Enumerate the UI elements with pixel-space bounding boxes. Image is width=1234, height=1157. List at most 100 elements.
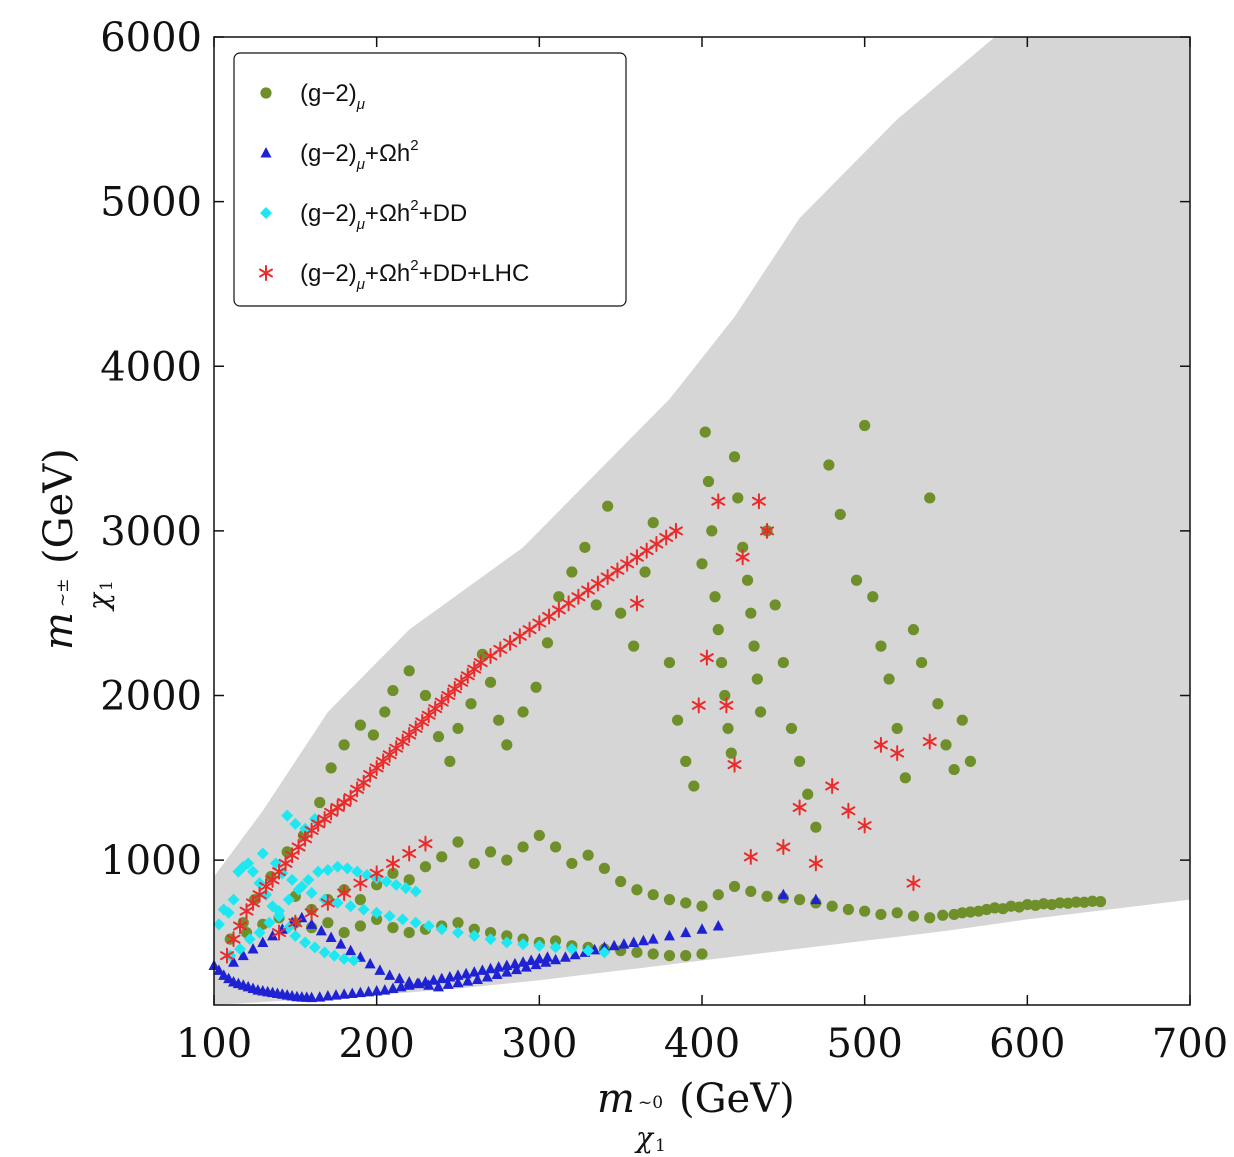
series-1-point-131 bbox=[1046, 898, 1058, 911]
series-2-point-73 bbox=[442, 978, 454, 989]
series-1-point-27 bbox=[566, 566, 578, 578]
series-2-point-21 bbox=[306, 991, 318, 1003]
series-1-point-60 bbox=[785, 722, 798, 735]
series-4-point-68 bbox=[751, 493, 766, 510]
series-4-point-23 bbox=[363, 766, 378, 783]
series-2-point-82 bbox=[530, 958, 542, 970]
series-1-point-92 bbox=[468, 857, 480, 870]
series-1-point-79 bbox=[956, 714, 968, 726]
series-1-point-115 bbox=[842, 903, 855, 916]
series-1-point-42 bbox=[706, 525, 718, 537]
series-1-point-147 bbox=[322, 917, 334, 929]
series-1-point-91 bbox=[452, 836, 464, 848]
series-2-point-42 bbox=[476, 964, 488, 975]
legend-label-3: (g−2)μ+Ωh2+DD bbox=[300, 197, 467, 233]
series-1-point-104 bbox=[663, 894, 676, 906]
series-1-point-44 bbox=[712, 624, 724, 636]
series-2-point-29 bbox=[371, 985, 383, 996]
series-2-point-23 bbox=[322, 989, 334, 1001]
series-4-point-71 bbox=[792, 799, 807, 816]
y-axis-subscript-index: 1 bbox=[97, 580, 117, 591]
series-3-point-47 bbox=[549, 941, 562, 954]
series-3-point-25 bbox=[256, 847, 269, 860]
series-1-point-34 bbox=[647, 517, 659, 529]
series-1-point-19 bbox=[476, 648, 488, 660]
series-2-point-85 bbox=[559, 951, 571, 962]
series-2-point-91 bbox=[618, 938, 630, 949]
series-4-point-26 bbox=[382, 746, 397, 763]
series-3-point-21 bbox=[281, 809, 294, 822]
series-4-point-70 bbox=[776, 838, 791, 855]
series-2-point-98 bbox=[712, 919, 724, 931]
series-1-point-69 bbox=[875, 640, 887, 652]
series-4-point-89 bbox=[402, 845, 417, 862]
series-4-point-76 bbox=[873, 736, 888, 753]
series-4-point-77 bbox=[890, 745, 905, 762]
series-2-point-39 bbox=[452, 969, 464, 980]
y-tick-label-4: 4000 bbox=[100, 344, 202, 390]
y-axis-symbol: m bbox=[36, 612, 82, 650]
series-2-point-32 bbox=[395, 980, 407, 992]
y-tick-label-6: 6000 bbox=[100, 15, 202, 61]
series-4-point-67 bbox=[743, 848, 758, 865]
series-1-point-76 bbox=[932, 698, 944, 710]
series-1-point-148 bbox=[338, 926, 350, 939]
series-4-point-86 bbox=[353, 875, 368, 892]
series-2-point-27 bbox=[354, 986, 366, 998]
axes-layer: 100 200 300 400 500 600 700 1000 2000 3000 4000 500… bbox=[36, 15, 1228, 1156]
series-1-point-43 bbox=[709, 591, 721, 603]
x-axis-subscript-symbol: χ bbox=[634, 1121, 655, 1154]
series-4-point-82 bbox=[288, 914, 303, 931]
series-1-point-37 bbox=[680, 755, 692, 767]
series-3-point-8 bbox=[247, 865, 260, 878]
x-tick-label-7: 700 bbox=[1152, 1021, 1228, 1067]
series-1-point-35 bbox=[663, 656, 676, 669]
series-1-point-89 bbox=[419, 861, 432, 873]
series-1-point-73 bbox=[907, 624, 920, 636]
series-2-point-22 bbox=[314, 991, 326, 1002]
series-3-point-42 bbox=[468, 929, 481, 942]
series-3-point-4 bbox=[227, 893, 240, 906]
series-4-point-34 bbox=[434, 694, 449, 711]
series-1-point-128 bbox=[997, 903, 1009, 915]
series-1-point-26 bbox=[553, 591, 565, 603]
series-4-point-65 bbox=[727, 756, 742, 773]
series-2-point-26 bbox=[346, 987, 358, 998]
series-2-point-100 bbox=[810, 893, 822, 905]
series-1-point-100 bbox=[598, 862, 611, 874]
series-1-point-136 bbox=[972, 905, 985, 917]
series-1-point-119 bbox=[907, 910, 920, 922]
series-4-point-24 bbox=[369, 759, 384, 776]
legend-marker-4 bbox=[259, 265, 273, 281]
legend-marker-1 bbox=[260, 87, 272, 99]
series-1-point-32 bbox=[628, 640, 640, 652]
series-1-point-65 bbox=[834, 508, 846, 521]
x-tick-label-2: 200 bbox=[338, 1021, 414, 1067]
series-1-point-166 bbox=[631, 946, 643, 958]
series-4-point-74 bbox=[841, 802, 856, 819]
series-1-point-97 bbox=[550, 841, 562, 853]
series-4-point-14 bbox=[304, 822, 319, 839]
series-2-point-81 bbox=[520, 961, 532, 972]
series-1-point-127 bbox=[1086, 895, 1098, 907]
series-1-point-52 bbox=[741, 574, 754, 586]
series-3-point-49 bbox=[582, 944, 595, 957]
series-4-point-64 bbox=[719, 697, 734, 714]
series-1-point-63 bbox=[810, 821, 822, 833]
series-1-point-156 bbox=[468, 923, 480, 935]
series-1-point-46 bbox=[719, 689, 731, 702]
series-2 bbox=[208, 888, 822, 1003]
series-4-point-72 bbox=[808, 855, 823, 872]
series-1-point-87 bbox=[387, 867, 399, 879]
series-1-point-75 bbox=[924, 492, 936, 504]
series-4-point-60 bbox=[668, 522, 683, 539]
series-3-point-61 bbox=[321, 864, 334, 877]
series-1-point-13 bbox=[403, 665, 415, 677]
series-1-point-58 bbox=[769, 599, 781, 611]
series-1-point-169 bbox=[680, 950, 692, 962]
series-2-point-79 bbox=[501, 966, 513, 977]
series-1-point-18 bbox=[465, 698, 477, 710]
series-1-point-108 bbox=[728, 880, 741, 893]
series-1-point-59 bbox=[777, 656, 789, 669]
